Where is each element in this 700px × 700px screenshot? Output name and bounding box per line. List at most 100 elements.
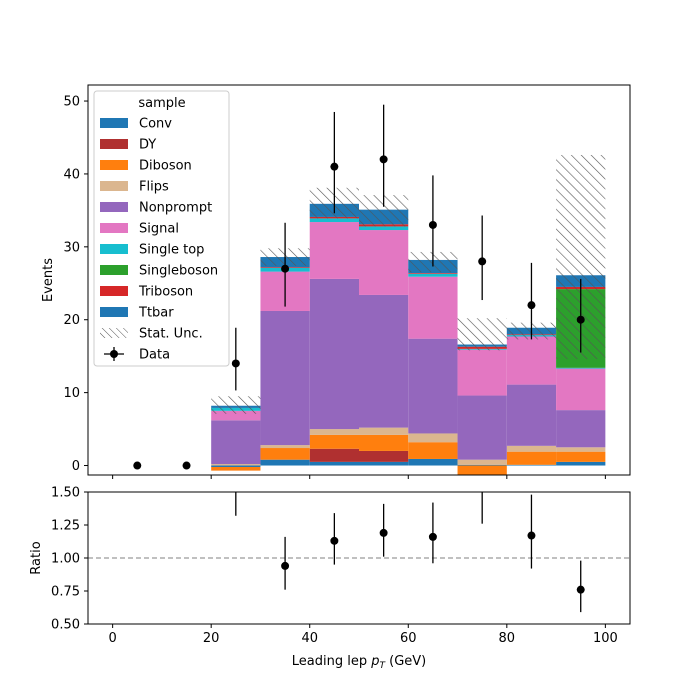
data-point-9: [576, 315, 585, 324]
ratio-x-axis-label: Leading lep pT (GeV): [292, 654, 426, 671]
legend-marker-data: [110, 350, 118, 358]
main-ytick-label: 0: [72, 459, 80, 474]
legend-entry-stat-unc: Stat. Unc.: [100, 327, 203, 342]
bar-flips-bin-6: [408, 433, 458, 443]
main-ytick-label: 40: [63, 167, 80, 182]
legend-swatch-ttbar: [100, 307, 128, 317]
legend-label-signal: Signal: [139, 222, 179, 237]
ratio-point-4: [428, 532, 437, 541]
legend-label-data: Data: [139, 348, 170, 363]
legend-swatch-nonprompt: [100, 202, 128, 212]
main-frame: [87, 84, 631, 476]
data-point-0: [133, 461, 142, 470]
ratio-ytick-label: 1.25: [51, 519, 80, 534]
bar-nonprompt-bin-9: [556, 410, 606, 448]
bar-conv-bin-6: [408, 458, 458, 466]
legend-label-flips: Flips: [139, 180, 169, 195]
bar-nonprompt-bin-3: [260, 310, 310, 446]
legend-entry-flips: Flips: [100, 180, 169, 195]
legend-frame: [93, 90, 230, 367]
legend-swatch-singleboson: [100, 265, 128, 275]
ratio-point-3: [379, 528, 388, 537]
legend-swatch-flips: [100, 181, 128, 191]
ratio-xtick-label: 60: [400, 631, 417, 646]
bar-triboson-bin-6: [408, 273, 458, 274]
bar-flips-bin-9: [556, 447, 606, 452]
bar-signal-bin-5: [359, 230, 409, 295]
legend-entry-singleboson: Singleboson: [100, 264, 218, 279]
bar-nonprompt-bin-6: [408, 338, 458, 434]
bar-signal-bin-8: [506, 336, 557, 385]
bar-flips-bin-3: [260, 445, 310, 449]
legend-label-dy: DY: [139, 138, 156, 153]
ratio-xtick-label: 40: [301, 631, 318, 646]
bar-single-top-bin-6: [408, 273, 458, 277]
bar-conv-bin-5: [359, 461, 409, 466]
bar-signal-bin-7: [457, 349, 507, 396]
data-point-7: [478, 257, 487, 266]
legend-entry-diboson: Diboson: [100, 159, 192, 174]
ratio-point-5: [478, 481, 486, 489]
bar-signal-bin-2: [211, 410, 261, 421]
legend-label-conv: Conv: [139, 117, 172, 132]
legend-label-nonprompt: Nonprompt: [139, 201, 212, 216]
data-point-1: [182, 461, 191, 470]
bar-conv-bin-3: [260, 459, 310, 466]
bar-nonprompt-bin-5: [359, 294, 409, 428]
legend-label-ttbar: Ttbar: [138, 306, 174, 321]
ratio-panel: 0.500.751.001.251.50 0 20 40 60 80 100 Ratio …: [29, 481, 631, 671]
bar-conv-bin-8: [506, 464, 557, 466]
bar-diboson-bin-6: [408, 442, 458, 459]
legend-label-stat-unc: Stat. Unc.: [139, 327, 203, 342]
legend-label-triboson: Triboson: [138, 285, 193, 300]
ratio-xtick-label: 80: [499, 631, 516, 646]
bar-nonprompt-bin-8: [506, 384, 557, 446]
legend-entry-dy: DY: [100, 138, 156, 153]
bar-diboson-bin-4: [309, 434, 359, 449]
bar-conv-bin-7: [457, 464, 507, 466]
legend-label-singleboson: Singleboson: [139, 264, 218, 279]
main-ytick-label: 50: [63, 95, 80, 110]
bar-conv-bin-9: [556, 461, 606, 466]
data-point-4: [330, 162, 339, 171]
ratio-ytick-label: 1.50: [51, 486, 80, 501]
main-ytick-label: 20: [63, 313, 80, 328]
bar-conv-bin-4: [309, 461, 359, 466]
legend-swatch-conv: [100, 118, 128, 128]
bar-single-top-bin-9: [556, 367, 606, 369]
legend-entry-single-top: Single top: [100, 243, 204, 258]
bar-flips-bin-5: [359, 427, 409, 435]
main-panel: 0 10 20 30 40 50 Events: [41, 84, 631, 479]
legend-label-single-top: Single top: [139, 243, 204, 258]
ratio-point-1: [281, 561, 290, 570]
legend-entry-nonprompt: Nonprompt: [100, 201, 212, 216]
bar-diboson-bin-8: [506, 451, 557, 465]
bar-flips-bin-4: [309, 429, 359, 435]
main-ytick-label: 30: [63, 240, 80, 255]
bar-flips-bin-2: [211, 464, 261, 466]
legend: sample Conv DY Diboson Flips Nonprompt Signal…: [93, 90, 230, 367]
bar-signal-bin-4: [309, 222, 359, 279]
bar-conv-bin-2: [211, 465, 261, 467]
ratio-xtick-label: 20: [203, 631, 220, 646]
ratio-ytick-label: 1.00: [51, 552, 80, 567]
ratio-ytick-label: 0.75: [51, 585, 80, 600]
ratio-xtick-label: 100: [593, 631, 618, 646]
main-ytick-label: 10: [63, 386, 80, 401]
bar-dy-bin-5: [359, 450, 409, 462]
legend-entry-conv: Conv: [100, 117, 172, 132]
ratio-y-axis-label: Ratio: [29, 541, 44, 574]
legend-title: sample: [138, 96, 185, 111]
data-point-8: [527, 301, 536, 310]
bar-signal-bin-6: [408, 276, 458, 339]
data-point-2: [231, 359, 240, 368]
bar-diboson-bin-5: [359, 434, 409, 451]
legend-entry-signal: Signal: [100, 222, 179, 237]
bar-nonprompt-bin-4: [309, 278, 359, 430]
legend-swatch-stat-unc: [100, 328, 128, 338]
bar-diboson-bin-3: [260, 448, 310, 460]
stat-unc-bin-2: [211, 396, 261, 414]
legend-swatch-triboson: [100, 286, 128, 296]
legend-entry-ttbar: Ttbar: [100, 306, 174, 321]
